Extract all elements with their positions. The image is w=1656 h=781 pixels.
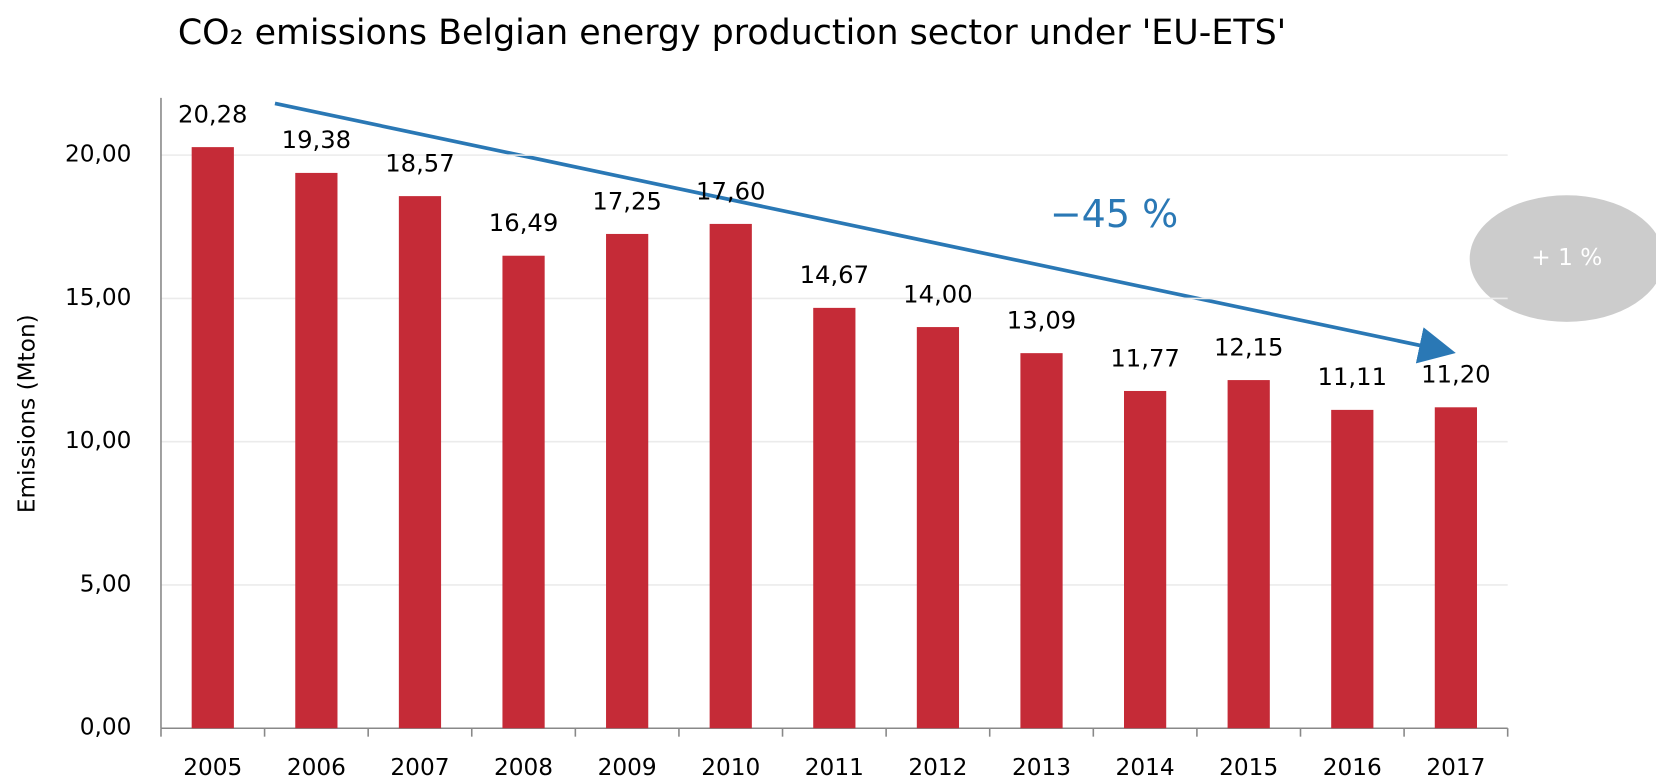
x-tick-label: 2007 — [390, 754, 449, 781]
data-label: 11,77 — [1110, 343, 1179, 372]
y-tick-label: 0,00 — [80, 714, 132, 741]
bar — [709, 223, 752, 729]
bar — [1124, 390, 1167, 729]
y-tick-label: 5,00 — [80, 570, 132, 597]
data-label: 12,15 — [1214, 332, 1283, 361]
bar — [1434, 407, 1477, 729]
chart-title: CO₂ emissions Belgian energy production … — [178, 13, 1286, 53]
x-tick-label: 2012 — [908, 754, 967, 781]
data-label: 11,11 — [1318, 362, 1387, 391]
data-label: 19,38 — [282, 125, 351, 154]
x-tick-label: 2014 — [1116, 754, 1175, 781]
annotation: + 1 % — [1531, 244, 1602, 271]
data-label: 18,57 — [385, 148, 454, 177]
data-label: 11,20 — [1421, 360, 1490, 389]
bar — [191, 147, 234, 729]
annotation-bubble — [1469, 195, 1656, 322]
y-tick-label: 15,00 — [65, 284, 131, 311]
bar — [1331, 409, 1374, 729]
data-label: 17,25 — [592, 186, 661, 215]
data-label: 13,09 — [1007, 305, 1076, 334]
annotation: −45 % — [1050, 192, 1178, 236]
bar — [813, 307, 856, 729]
x-tick-label: 2017 — [1426, 754, 1485, 781]
data-label: 16,49 — [489, 208, 558, 237]
x-tick-label: 2009 — [598, 754, 657, 781]
bar — [502, 255, 545, 729]
bar — [606, 233, 649, 729]
x-tick-label: 2006 — [287, 754, 346, 781]
y-tick-label: 10,00 — [65, 427, 131, 454]
data-label: 14,00 — [903, 279, 972, 308]
x-tick-label: 2005 — [183, 754, 242, 781]
bar — [295, 172, 338, 729]
bar — [916, 327, 960, 729]
data-label: 14,67 — [800, 260, 869, 289]
y-axis-label: Emissions (Mton) — [14, 314, 41, 513]
bar — [398, 196, 442, 729]
trend-arrow — [274, 101, 1456, 364]
y-tick-label: 20,00 — [65, 141, 131, 168]
data-label: 17,60 — [696, 176, 765, 205]
x-tick-label: 2016 — [1323, 754, 1382, 781]
data-label: 20,28 — [178, 99, 247, 128]
x-tick-label: 2008 — [494, 754, 553, 781]
x-tick-label: 2013 — [1012, 754, 1071, 781]
bar — [1227, 380, 1270, 729]
x-tick-label: 2015 — [1219, 754, 1278, 781]
x-tick-label: 2011 — [805, 754, 864, 781]
bar — [1020, 353, 1063, 729]
x-tick-label: 2010 — [701, 754, 760, 781]
